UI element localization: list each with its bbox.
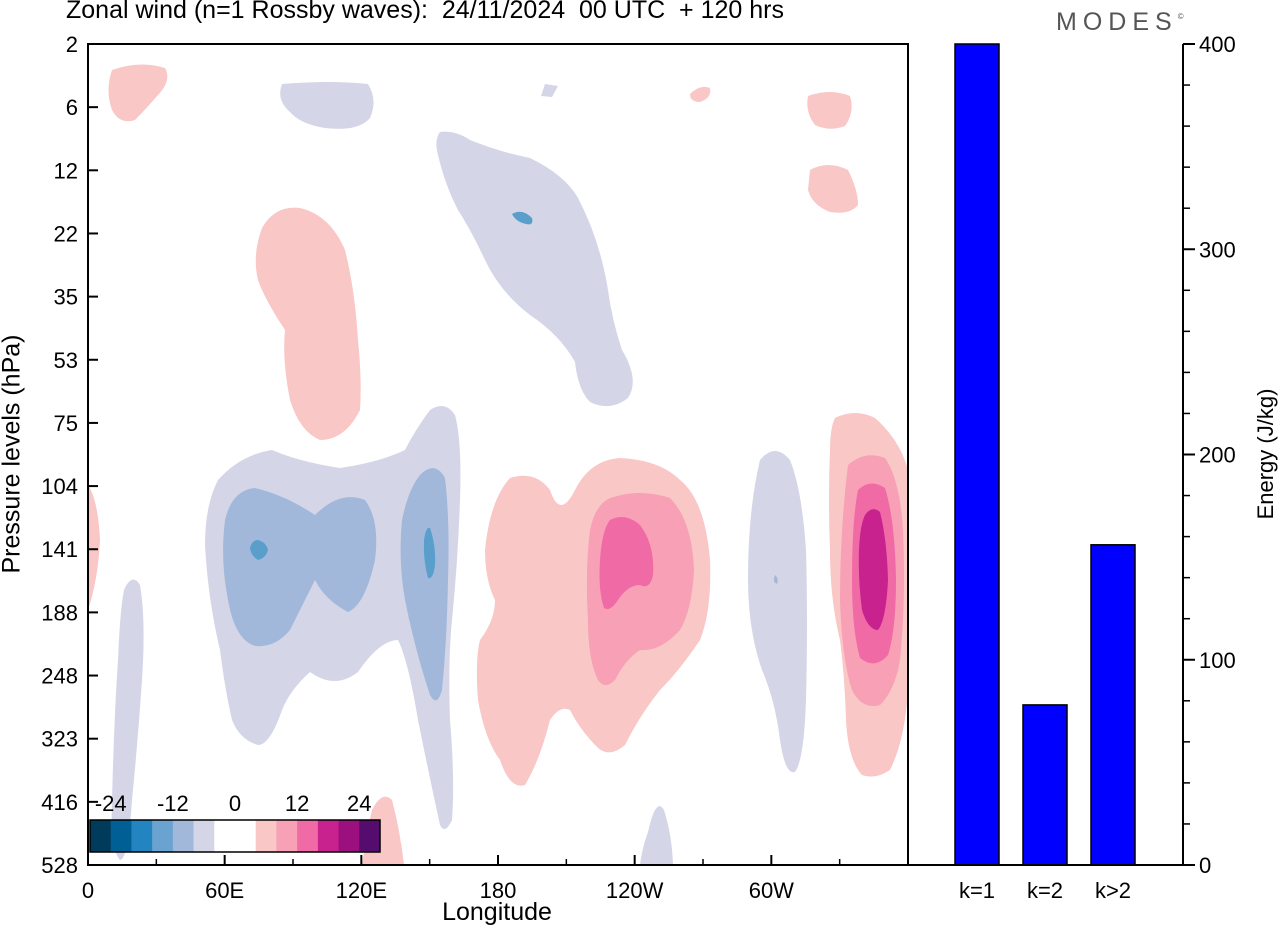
logo-text: MODES: [1056, 8, 1178, 36]
energy-bar: [1090, 544, 1136, 866]
contour-field: [88, 64, 908, 865]
colorbar-swatch: [235, 820, 257, 852]
modes-logo: MODES©: [1056, 8, 1184, 37]
energy-tick-label: 400: [1199, 32, 1236, 57]
colorbar-frame: [89, 819, 381, 853]
contour-pos1-top-small: [690, 86, 711, 102]
colorbar-swatch: [276, 820, 298, 852]
copyright-mark: ©: [1177, 12, 1184, 21]
colorbar: -24 -12 0 12 24: [89, 791, 381, 853]
colorbar-swatch: [255, 820, 277, 852]
energy-tick-label: 100: [1199, 648, 1236, 673]
y-tick-label: 53: [54, 348, 78, 373]
y-tick-label: 35: [54, 285, 78, 310]
colorbar-label: 0: [229, 791, 241, 816]
contour-neg2-east: [400, 468, 449, 701]
y-tick-label: 248: [41, 664, 78, 689]
contour-pos3-120w: [599, 516, 654, 609]
x-tick-label: 60E: [205, 878, 244, 903]
contour-neg1-top-left: [280, 82, 374, 129]
x-tick-label: 60W: [749, 878, 794, 903]
y-tick-label: 104: [41, 474, 78, 499]
contour-neg4-core-c: [512, 211, 533, 225]
colorbar-label: 24: [347, 791, 371, 816]
colorbar-swatch: [110, 820, 132, 852]
contour-pos1-top-right-a: [807, 92, 852, 129]
x-tick-label: 120E: [336, 878, 387, 903]
colorbar-swatch: [152, 820, 174, 852]
energy-tick-label: 0: [1199, 853, 1211, 878]
x-tick-label: 120W: [606, 878, 664, 903]
colorbar-label: -12: [157, 791, 189, 816]
contour-pos1-mid-left: [255, 207, 361, 440]
y-tick-label: 416: [41, 790, 78, 815]
bar-category-label: k=2: [1027, 878, 1063, 903]
colorbar-swatch: [214, 820, 236, 852]
energy-axis-ticks: 0 100 200 300 400: [1183, 32, 1236, 878]
contour-neg1-upper-diagonal: [436, 131, 633, 407]
contour-pos1-top-left: [108, 64, 168, 122]
energy-tick-label: 200: [1199, 443, 1236, 468]
colorbar-swatch: [90, 820, 112, 852]
contour-neg1-far-left: [111, 579, 144, 860]
colorbar-swatch: [131, 820, 153, 852]
energy-bar: [1022, 704, 1068, 866]
colorbar-swatch: [338, 820, 360, 852]
y-tick-label: 528: [41, 853, 78, 878]
contour-pos1-left-edge: [88, 485, 100, 610]
x-tick-label: 180: [480, 878, 517, 903]
y-tick-label: 2: [66, 32, 78, 57]
y-tick-label: 22: [54, 221, 78, 246]
y-tick-label: 6: [66, 95, 78, 120]
y-tick-label: 188: [41, 600, 78, 625]
colorbar-label: -24: [95, 791, 127, 816]
colorbar-swatch: [359, 820, 381, 852]
contour-neg1-bottom: [640, 806, 673, 865]
contour-neg3-dot: [773, 575, 778, 584]
colorbar-swatch: [172, 820, 195, 852]
y-tick-label: 323: [41, 727, 78, 752]
colorbar-swatch: [193, 820, 215, 852]
contour-neg2-west: [223, 488, 377, 647]
bar-category-label: k>2: [1095, 878, 1131, 903]
y-tick-label: 141: [41, 537, 78, 562]
x-tick-label: 0: [82, 878, 94, 903]
contour-pos1-top-right-b: [808, 165, 858, 213]
contour-neg4-core-a: [250, 540, 268, 560]
colorbar-label: 12: [285, 791, 309, 816]
contour-pos4-far-right: [858, 509, 888, 630]
heatmap-y-ticks: 2 6 12 22 35 53 75 104 141 188 248 323 416 528: [41, 32, 98, 878]
x-axis-label: Longitude: [442, 898, 552, 926]
y-tick-label: 75: [54, 411, 78, 436]
colorbar-swatch: [317, 820, 340, 852]
energy-bar-chart: k=1 k=2 k>2: [954, 43, 1136, 903]
contour-neg1-small-dot: [541, 84, 558, 97]
energy-tick-label: 300: [1199, 237, 1236, 262]
chart-title: Zonal wind (n=1 Rossby waves): 24/11/202…: [66, 0, 784, 24]
energy-bar: [954, 43, 1000, 866]
contour-neg4-core-b: [423, 527, 436, 579]
contour-neg1-60w: [748, 451, 807, 773]
bar-category-label: k=1: [959, 878, 995, 903]
y-tick-label: 12: [54, 158, 78, 183]
colorbar-swatch: [297, 820, 319, 852]
heatmap-x-ticks: 0 60E 120E 180 120W 60W: [82, 855, 841, 903]
